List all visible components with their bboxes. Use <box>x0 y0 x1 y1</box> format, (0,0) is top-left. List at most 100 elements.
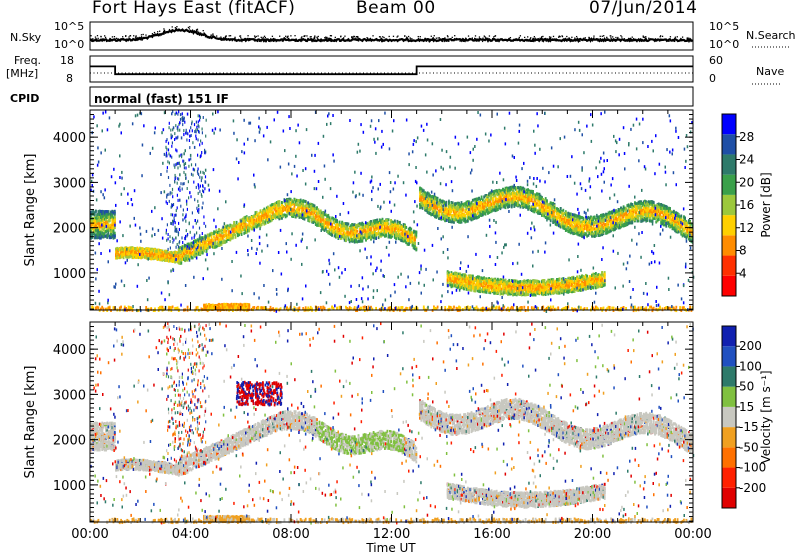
noise-search-point <box>343 37 345 39</box>
power-panel-cell <box>421 206 424 210</box>
power-panel-cell <box>176 259 179 263</box>
power-panel-cell <box>400 228 403 232</box>
noise-search-point <box>627 39 629 41</box>
power-panel-cell <box>95 219 97 223</box>
power-panel-cell <box>248 220 251 224</box>
power-panel-cell <box>367 228 370 232</box>
power-panel-cell <box>378 222 381 225</box>
power-panel-cell <box>351 239 354 243</box>
power-panel-cell <box>434 215 436 219</box>
power-panel-cell <box>434 195 436 199</box>
power-panel-cell <box>368 228 371 232</box>
power-panel-cell <box>115 254 117 257</box>
power-panel-cell <box>220 237 223 241</box>
noise-search-point <box>122 37 124 40</box>
power-panel-cell <box>381 232 384 236</box>
power-panel-cell <box>287 204 289 208</box>
power-panel-cell <box>185 254 188 257</box>
noise-search-point <box>551 39 553 41</box>
power-panel-cell <box>420 195 423 199</box>
power-panel-cell <box>376 226 379 230</box>
noise-search-point <box>90 35 92 37</box>
power-panel-cell <box>450 202 453 206</box>
power-panel-cell <box>250 216 253 220</box>
power-panel-cell <box>199 240 202 244</box>
power-panel-cell <box>337 234 340 237</box>
noise-search-point <box>613 38 615 40</box>
power-panel-cell <box>203 236 205 240</box>
power-panel-cell <box>380 219 382 223</box>
power-panel-cell <box>387 226 390 230</box>
power-panel-cell <box>107 219 110 223</box>
power-panel-cell <box>377 230 380 234</box>
power-panel-cell <box>435 199 438 203</box>
noise-search-point <box>496 40 499 42</box>
power-panel-cell <box>101 234 104 238</box>
noise-search-point <box>615 40 617 42</box>
noise-search-point <box>258 40 261 42</box>
power-panel-cell <box>444 219 447 223</box>
noise-search-point <box>631 36 633 38</box>
power-panel-cell <box>459 205 462 209</box>
power-panel-cell <box>175 254 178 257</box>
power-panel-cell <box>390 235 392 239</box>
noise-search-point <box>99 38 102 41</box>
power-panel-cell <box>130 246 132 250</box>
noise-search-point <box>596 39 598 41</box>
power-panel-cell <box>211 245 214 249</box>
power-panel-cell <box>268 220 271 224</box>
power-panel-cell <box>372 226 375 230</box>
power-panel-cell <box>508 205 511 208</box>
power-panel-cell <box>252 215 254 219</box>
power-panel-cell <box>100 236 102 240</box>
noise-search-point <box>357 36 359 38</box>
power-panel-cell <box>267 205 269 209</box>
power-panel-cell <box>95 209 97 213</box>
power-panel-cell <box>375 225 377 229</box>
power-panel-cell <box>177 254 180 258</box>
noise-search-point <box>159 30 161 32</box>
power-panel-cell <box>463 212 465 216</box>
power-panel-cell <box>409 241 411 245</box>
power-panel-cell <box>93 227 96 231</box>
power-panel-cell <box>234 235 237 239</box>
noise-search-point <box>560 39 563 41</box>
power-panel-cell <box>331 233 333 237</box>
power-panel-cell <box>460 213 463 217</box>
power-panel-cell <box>135 253 137 257</box>
freq-left-tick: 18 <box>60 54 74 67</box>
power-panel-cell <box>367 235 370 239</box>
power-panel-cell <box>233 227 235 231</box>
power-panel-cell <box>200 249 203 253</box>
power-panel-cell <box>198 249 200 253</box>
power-panel-cell <box>116 254 119 258</box>
noise-search-point <box>261 38 263 41</box>
power-panel-cell <box>92 220 95 224</box>
power-panel-cell <box>466 216 469 220</box>
power-panel-cell <box>421 200 424 204</box>
power-panel-cell <box>183 253 185 257</box>
power-panel-cell <box>302 208 305 212</box>
noise-search-point <box>357 40 360 42</box>
power-panel-cell <box>439 209 441 213</box>
power-panel-cell <box>206 237 209 241</box>
power-panel-cell <box>255 222 258 226</box>
power-panel-cell <box>469 217 472 221</box>
power-panel-cell <box>273 202 276 206</box>
power-panel-cell <box>311 207 313 211</box>
power-panel-cell <box>275 207 278 210</box>
noise-search-point <box>280 38 283 41</box>
power-panel-cell <box>121 251 124 255</box>
noise-search-point <box>254 36 256 39</box>
power-panel-cell <box>419 202 421 206</box>
power-panel-cell <box>208 241 210 245</box>
power-panel-cell <box>249 220 252 224</box>
power-panel-cell <box>205 243 208 246</box>
power-panel-cell <box>288 209 291 212</box>
power-panel-cell <box>461 216 464 220</box>
power-panel-cell <box>205 240 208 244</box>
power-panel-cell <box>390 219 392 222</box>
power-panel-cell <box>224 239 227 243</box>
power-panel-cell <box>112 227 115 231</box>
noise-search-point <box>467 35 470 37</box>
